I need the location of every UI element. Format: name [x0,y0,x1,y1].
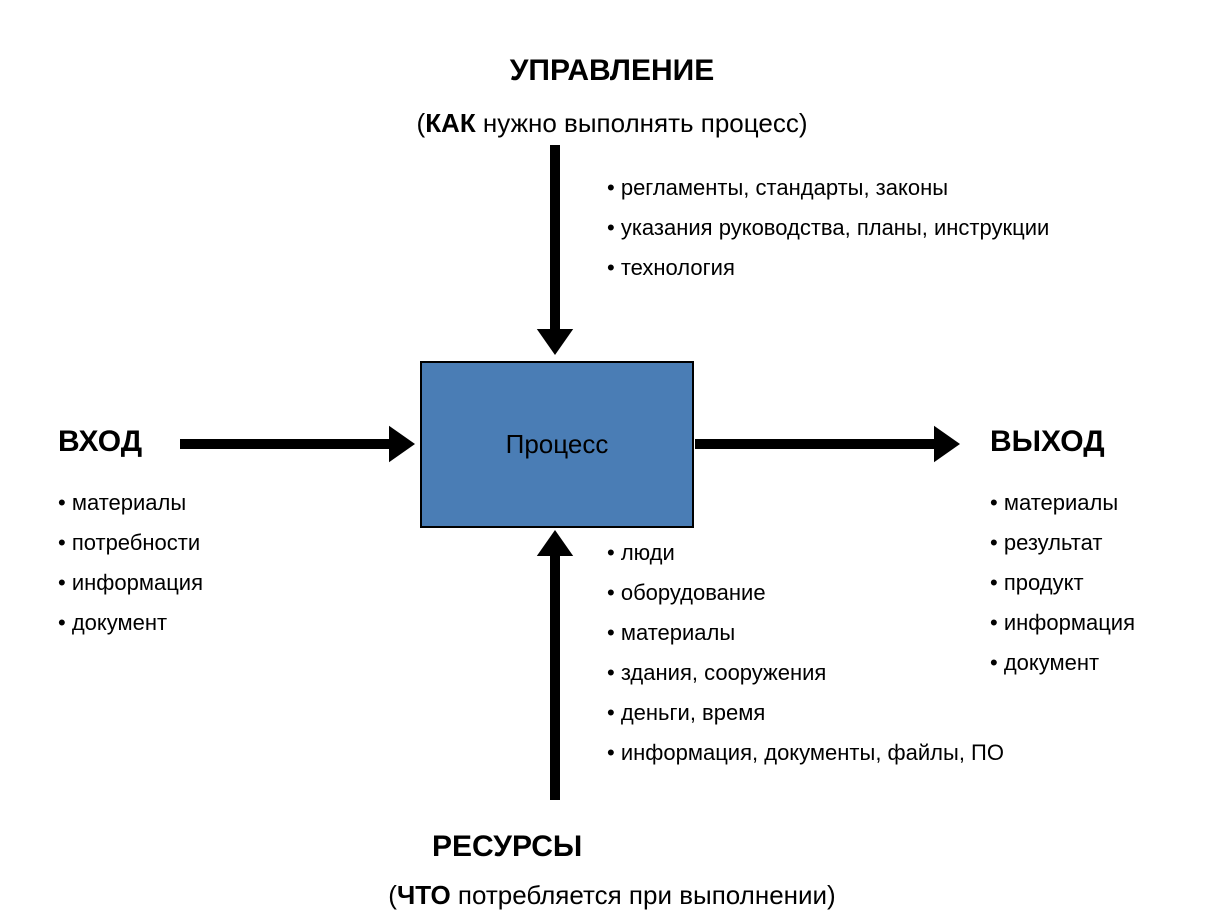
list-item: деньги, время [607,700,1004,726]
list-item: технология [607,255,1049,281]
process-box: Процесс [420,361,694,528]
list-item: указания руководства, планы, инструкции [607,215,1049,241]
list-item: информация [58,570,203,596]
list-item: информация [990,610,1135,636]
top-subtitle-prefix: ( [417,108,426,138]
list-item: оборудование [607,580,1004,606]
list-item: материалы [990,490,1135,516]
bottom-subtitle-bold: ЧТО [397,880,451,910]
left-title: ВХОД [58,425,142,459]
list-item: материалы [58,490,203,516]
right-items-list: материалы результат продукт информация докум… [990,490,1135,690]
bottom-title: РЕСУРСЫ [432,830,582,864]
top-subtitle: (КАК нужно выполнять процесс) [0,108,1224,139]
bottom-subtitle: (ЧТО потребляется при выполнении) [0,880,1224,911]
list-item: регламенты, стандарты, законы [607,175,1049,201]
bottom-items-list: люди оборудование материалы здания, сооруже… [607,540,1004,780]
top-items-list: регламенты, стандарты, законы указания ру… [607,175,1049,295]
list-item: люди [607,540,1004,566]
list-item: документ [58,610,203,636]
bottom-subtitle-prefix: ( [388,880,397,910]
top-title: УПРАВЛЕНИЕ [0,54,1224,88]
bottom-subtitle-rest: потребляется при выполнении) [451,880,836,910]
list-item: потребности [58,530,203,556]
right-title: ВЫХОД [990,425,1105,459]
list-item: продукт [990,570,1135,596]
list-item: результат [990,530,1135,556]
list-item: документ [990,650,1135,676]
process-box-label: Процесс [506,429,609,460]
list-item: информация, документы, файлы, ПО [607,740,1004,766]
left-items-list: материалы потребности информация документ [58,490,203,650]
list-item: материалы [607,620,1004,646]
list-item: здания, сооружения [607,660,1004,686]
top-subtitle-bold: КАК [425,108,476,138]
top-subtitle-rest: нужно выполнять процесс) [476,108,808,138]
